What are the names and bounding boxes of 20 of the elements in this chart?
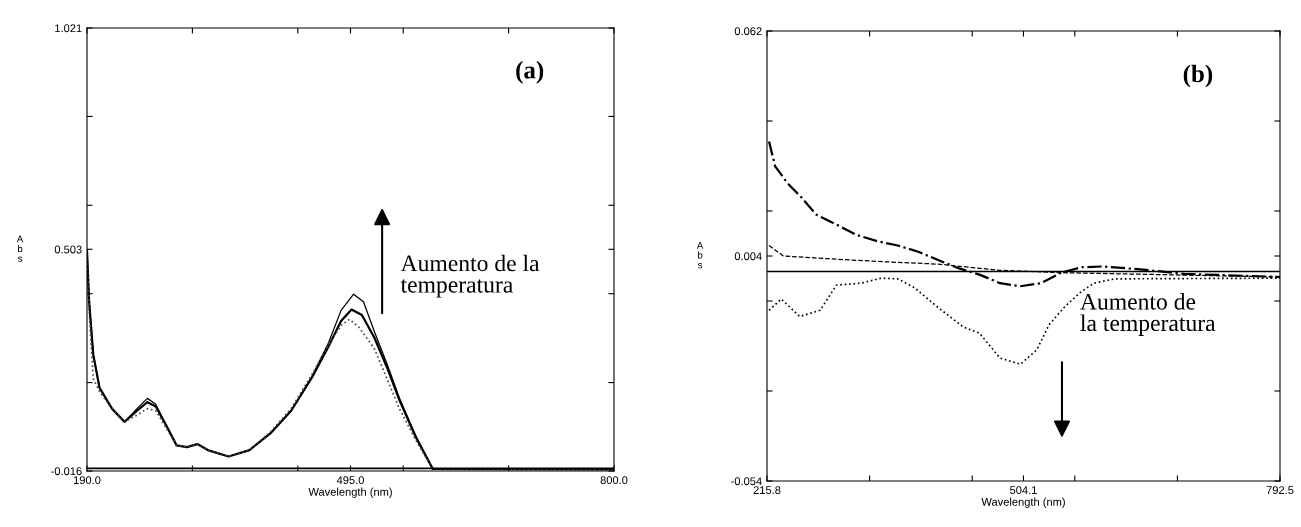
x-axis-title: Wavelength (nm) — [981, 497, 1065, 508]
y-tick-label: 0.503 — [54, 245, 82, 254]
x-tick-label: 800.0 — [600, 476, 628, 485]
y-axis-title: Abs — [16, 235, 24, 262]
y-axis-title: Abs — [696, 242, 704, 269]
y-tick-label: -0.016 — [51, 467, 82, 476]
x-tick-label: 792.5 — [1266, 486, 1294, 495]
annotation: Aumento de la temperatura — [400, 254, 540, 298]
annotation: (a) — [516, 60, 544, 84]
x-tick-label: 190.0 — [73, 476, 101, 485]
x-tick-label: 495.0 — [336, 476, 364, 485]
annotation: (b) — [1183, 64, 1213, 88]
y-tick-label: 0.062 — [734, 27, 762, 36]
x-tick-label: 504.1 — [1010, 486, 1037, 495]
x-tick-label: 215.8 — [753, 486, 781, 495]
y-tick-label: -0.054 — [731, 477, 762, 486]
y-tick-label: 0.004 — [734, 252, 762, 261]
annotation: Aumento de la temperatura — [1080, 293, 1216, 336]
x-axis-title: Wavelength (nm) — [308, 487, 392, 498]
y-tick-label: 1.021 — [55, 24, 82, 33]
